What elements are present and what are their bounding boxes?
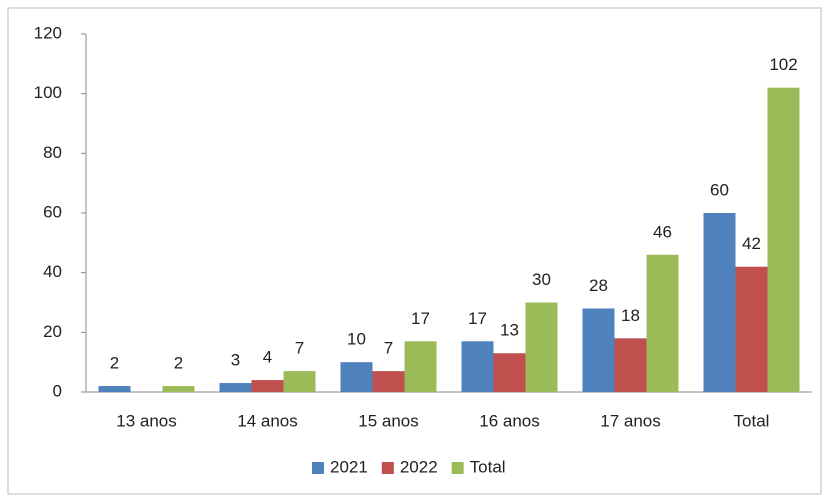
data-label: 18	[621, 306, 640, 325]
legend-label: 2022	[400, 457, 438, 476]
y-tick-label: 20	[43, 322, 62, 341]
bar	[703, 213, 736, 392]
data-label: 30	[532, 270, 551, 289]
data-label: 42	[742, 234, 761, 253]
bar	[340, 362, 373, 392]
legend-swatch	[451, 462, 464, 474]
data-label: 7	[295, 339, 304, 358]
data-label: 17	[468, 309, 487, 328]
bar	[646, 254, 679, 392]
data-label: 60	[710, 180, 729, 199]
x-tick-label: 17 anos	[600, 411, 661, 430]
data-label: 3	[231, 351, 240, 370]
bar	[219, 383, 252, 392]
bar	[372, 371, 405, 392]
legend-swatch	[381, 462, 394, 474]
y-tick-label: 40	[43, 262, 62, 281]
bar	[251, 380, 284, 392]
bar	[767, 87, 800, 392]
bar	[461, 341, 494, 392]
x-tick-label: 13 anos	[116, 411, 177, 430]
bar	[98, 386, 131, 392]
data-label: 2	[110, 354, 119, 373]
frame	[7, 7, 822, 495]
legend-label: 2021	[330, 457, 368, 476]
data-label: 7	[384, 339, 393, 358]
bar	[493, 353, 526, 392]
data-label: 2	[174, 354, 183, 373]
bar	[582, 308, 615, 392]
y-tick-label: 80	[43, 143, 62, 162]
bar	[614, 338, 647, 392]
x-tick-label: Total	[734, 411, 770, 430]
x-tick-label: 15 anos	[358, 411, 419, 430]
data-label: 10	[347, 330, 366, 349]
x-tick-label: 16 anos	[479, 411, 540, 430]
x-tick-label: 14 anos	[237, 411, 298, 430]
y-tick-label: 60	[43, 202, 62, 221]
bar	[404, 341, 437, 392]
bar	[162, 386, 195, 392]
data-label: 28	[589, 276, 608, 295]
data-label: 4	[263, 348, 272, 367]
y-tick-label: 0	[53, 381, 62, 400]
y-tick-label: 100	[34, 83, 62, 102]
bar	[525, 302, 558, 392]
y-tick-label: 120	[34, 23, 62, 42]
data-label: 102	[769, 55, 797, 74]
data-label: 17	[411, 309, 430, 328]
legend-label: Total	[470, 457, 506, 476]
data-label: 13	[500, 321, 519, 340]
bar	[283, 371, 316, 392]
data-label: 46	[653, 222, 672, 241]
bar	[735, 266, 768, 392]
legend-swatch	[312, 462, 324, 474]
